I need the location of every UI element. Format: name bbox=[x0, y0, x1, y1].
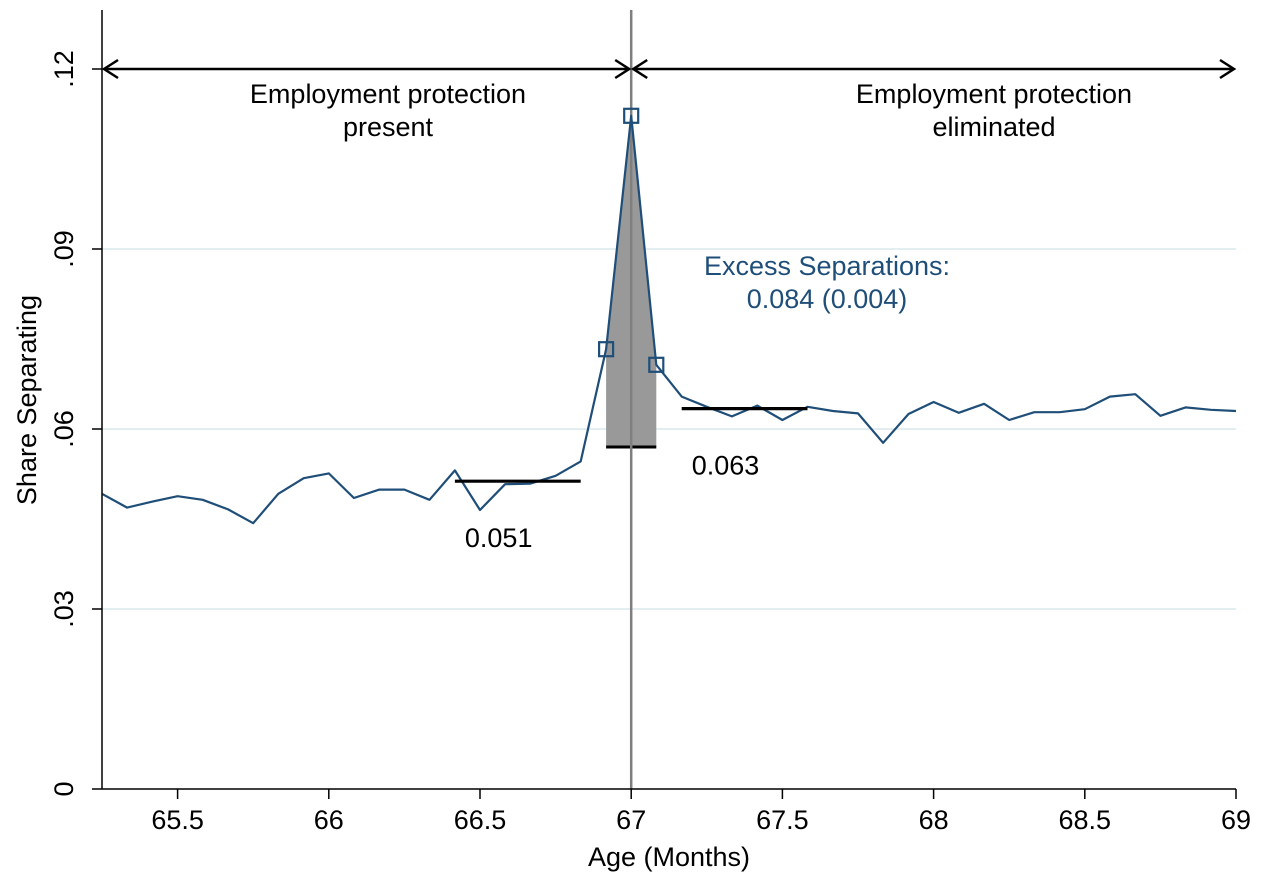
left-region-label-line2: present bbox=[343, 112, 434, 142]
y-tick-label: .09 bbox=[49, 230, 79, 268]
data-marker bbox=[623, 107, 640, 124]
x-tick-label: 67.5 bbox=[756, 805, 809, 835]
y-axis-title: Share Separating bbox=[12, 295, 42, 505]
right-region-label-line2: eliminated bbox=[932, 112, 1055, 142]
series-line bbox=[101, 114, 1237, 525]
x-tick-label: 66.5 bbox=[454, 805, 507, 835]
mean-value-label: 0.063 bbox=[692, 451, 760, 481]
x-tick-label: 66 bbox=[314, 805, 344, 835]
data-marker bbox=[598, 341, 615, 358]
region-arrow-head bbox=[630, 58, 648, 80]
axes bbox=[101, 10, 1236, 790]
y-tick-label: .03 bbox=[49, 590, 79, 628]
grid-lines bbox=[102, 248, 1236, 610]
y-tick-label: .12 bbox=[49, 50, 79, 88]
excess-separations-label: Excess Separations: bbox=[704, 251, 950, 281]
data-marker bbox=[648, 356, 665, 373]
x-tick-label: 69 bbox=[1221, 805, 1251, 835]
x-tick-label: 68 bbox=[919, 805, 949, 835]
series-layer bbox=[101, 107, 1237, 525]
y-tick-label: 0 bbox=[49, 781, 79, 796]
arrows-layer bbox=[101, 58, 1237, 80]
x-tick-label: 68.5 bbox=[1059, 805, 1112, 835]
region-arrow-head bbox=[101, 58, 119, 80]
annotations: Employment protection present Employment… bbox=[12, 79, 1132, 872]
x-tick-label: 65.5 bbox=[151, 805, 204, 835]
right-region-label-line1: Employment protection bbox=[856, 79, 1132, 109]
y-tick-label: .06 bbox=[49, 410, 79, 448]
mean-value-label: 0.051 bbox=[465, 523, 533, 553]
region-arrow-head bbox=[614, 58, 632, 80]
left-region-label-line1: Employment protection bbox=[250, 79, 526, 109]
x-axis-title: Age (Months) bbox=[588, 842, 750, 872]
excess-separations-value: 0.084 (0.004) bbox=[747, 284, 908, 314]
x-tick-label: 67 bbox=[616, 805, 646, 835]
region-arrow-head bbox=[1219, 58, 1237, 80]
ticks: 65.5 66 66.5 67 67.5 68 68.5 69 0 .03 .06 .09 .12 bbox=[49, 50, 1251, 835]
mean-lines-layer: 0.051 0.063 bbox=[454, 407, 808, 553]
